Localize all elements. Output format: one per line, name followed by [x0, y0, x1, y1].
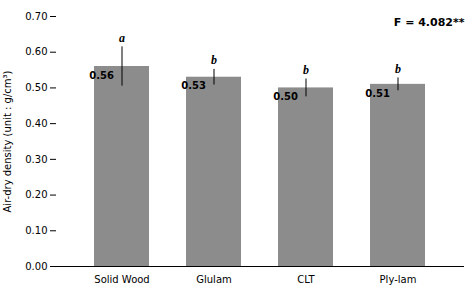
svg-text:0.51: 0.51 [365, 88, 390, 99]
svg-text:0.60: 0.60 [25, 46, 47, 57]
svg-text:0.70: 0.70 [25, 11, 47, 22]
svg-text:0.50: 0.50 [273, 91, 298, 102]
svg-text:Glulam: Glulam [196, 274, 232, 285]
svg-text:0.40: 0.40 [25, 118, 47, 129]
svg-text:F = 4.082**: F = 4.082** [394, 16, 465, 29]
svg-text:0.30: 0.30 [25, 154, 47, 165]
svg-text:0.50: 0.50 [25, 82, 47, 93]
svg-text:0.10: 0.10 [25, 225, 47, 236]
svg-text:Ply-lam: Ply-lam [380, 274, 417, 285]
svg-text:CLT: CLT [297, 274, 315, 285]
svg-text:b: b [395, 62, 401, 76]
svg-text:b: b [303, 63, 309, 77]
svg-text:0.53: 0.53 [181, 80, 206, 91]
svg-text:0.56: 0.56 [89, 70, 114, 81]
svg-text:Solid Wood: Solid Wood [94, 274, 149, 285]
svg-text:0.00: 0.00 [25, 261, 47, 272]
svg-text:b: b [211, 53, 217, 67]
svg-text:0.20: 0.20 [25, 189, 47, 200]
svg-text:a: a [119, 31, 125, 45]
svg-text:Air-dry density (unit : g/cm³): Air-dry density (unit : g/cm³) [2, 70, 13, 212]
